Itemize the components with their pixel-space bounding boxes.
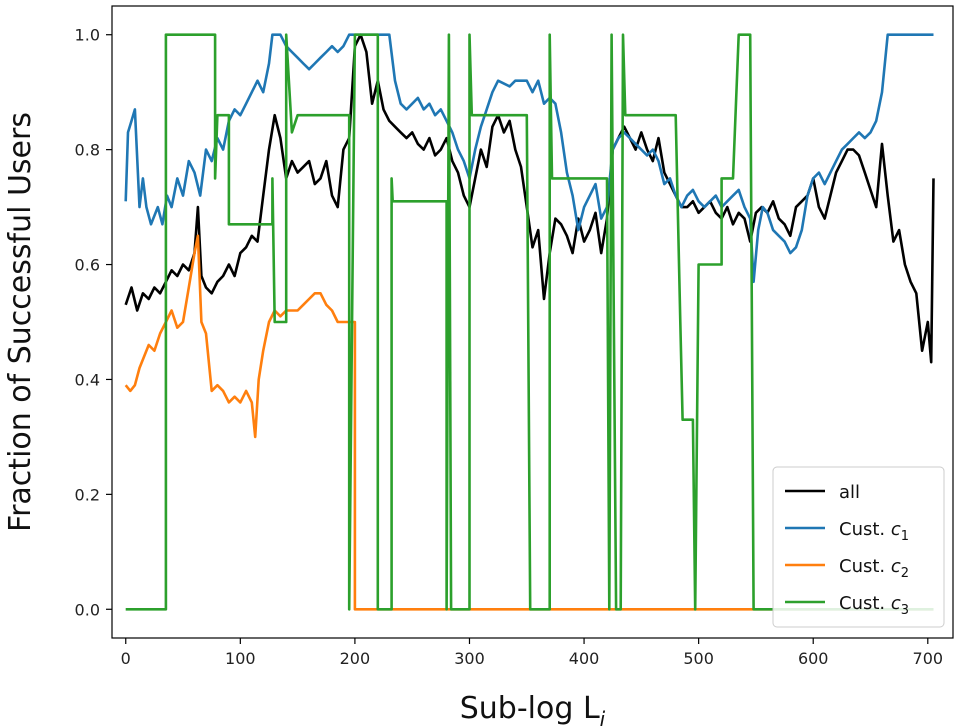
series-line-4 <box>125 33 934 611</box>
x-tick-label: 100 <box>225 649 256 668</box>
x-axis-label-base: Sub-log L <box>460 691 600 726</box>
x-tick-label: 200 <box>340 649 371 668</box>
y-tick-label: 0.0 <box>75 600 100 619</box>
y-tick-label: 0.4 <box>75 370 100 389</box>
series-line-2 <box>124 33 934 284</box>
x-tick-label: 300 <box>454 649 485 668</box>
x-tick-label: 400 <box>569 649 600 668</box>
legend-label-3: Cust. c2 <box>839 556 909 581</box>
x-tick-label: 0 <box>121 649 131 668</box>
series-line-1 <box>124 33 935 364</box>
y-axis-label: Fraction of Successful Users <box>3 112 38 532</box>
y-tick-label: 0.8 <box>75 141 100 160</box>
series-layer <box>124 33 935 611</box>
x-axis-label: Sub-log Li <box>460 691 606 728</box>
legend-label-2: Cust. c1 <box>839 519 909 544</box>
y-axis: 0.0 0.2 0.4 0.6 0.8 1.0 <box>75 26 112 619</box>
y-tick-label: 0.6 <box>75 256 100 275</box>
series-line-3 <box>124 234 934 611</box>
legend: all Cust. c1 Cust. c2 Cust. c3 <box>772 466 945 628</box>
x-axis: 0 100 200 300 400 500 600 700 <box>121 638 943 668</box>
y-tick-label: 0.2 <box>75 485 100 504</box>
x-tick-label: 600 <box>798 649 829 668</box>
x-axis-label-sub: i <box>600 707 606 728</box>
legend-label-4: Cust. c3 <box>839 593 909 618</box>
legend-box <box>772 466 945 628</box>
plot-frame <box>111 5 954 639</box>
legend-label-1: all <box>839 482 860 503</box>
y-tick-label: 1.0 <box>75 26 100 45</box>
x-tick-label: 700 <box>913 649 944 668</box>
x-tick-label: 500 <box>683 649 714 668</box>
